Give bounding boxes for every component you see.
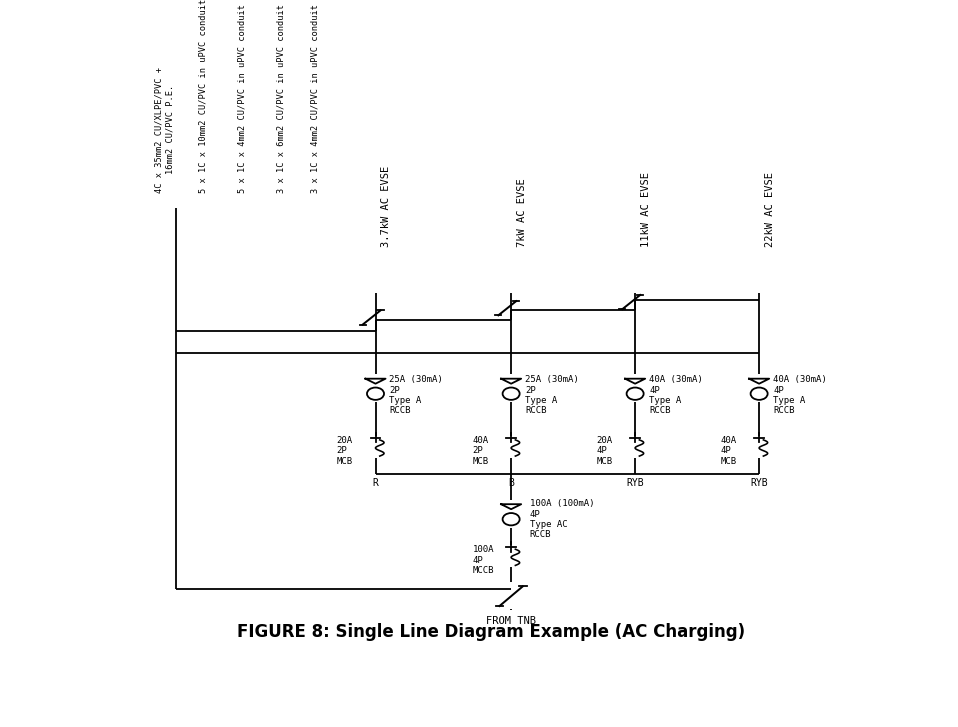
Text: 40A (30mA)
4P
Type A
RCCB: 40A (30mA) 4P Type A RCCB (650, 375, 703, 415)
Text: 5 x 1C x 4mm2 CU/PVC in uPVC conduit: 5 x 1C x 4mm2 CU/PVC in uPVC conduit (238, 4, 247, 193)
Text: R: R (373, 478, 378, 489)
Text: 100A (100mA)
4P
Type AC
RCCB: 100A (100mA) 4P Type AC RCCB (530, 499, 594, 539)
Text: FIGURE 8: Single Line Diagram Example (AC Charging): FIGURE 8: Single Line Diagram Example (A… (237, 623, 745, 641)
Text: 100A
4P
MCCB: 100A 4P MCCB (472, 545, 494, 575)
Text: 20A
2P
MCB: 20A 2P MCB (337, 436, 353, 466)
Text: 7kW AC EVSE: 7kW AC EVSE (516, 178, 527, 246)
Text: 40A
4P
MCB: 40A 4P MCB (720, 436, 737, 466)
Text: 3.7kW AC EVSE: 3.7kW AC EVSE (381, 165, 391, 246)
Text: RYB: RYB (627, 478, 644, 489)
Text: 40A
2P
MCB: 40A 2P MCB (472, 436, 489, 466)
Text: 3 x 1C x 6mm2 CU/PVC in uPVC conduit: 3 x 1C x 6mm2 CU/PVC in uPVC conduit (277, 4, 285, 193)
Text: RYB: RYB (750, 478, 768, 489)
Text: FROM TNB: FROM TNB (486, 616, 536, 626)
Text: 40A (30mA)
4P
Type A
RCCB: 40A (30mA) 4P Type A RCCB (773, 375, 827, 415)
Text: 11kW AC EVSE: 11kW AC EVSE (641, 172, 650, 246)
Text: 5 x 1C x 10mm2 CU/PVC in uPVC conduit: 5 x 1C x 10mm2 CU/PVC in uPVC conduit (199, 0, 208, 193)
Text: 4C x 35mm2 CU/XLPE/PVC +
16mm2 CU/PVC P.E.: 4C x 35mm2 CU/XLPE/PVC + 16mm2 CU/PVC P.… (155, 67, 174, 193)
Text: 25A (30mA)
2P
Type A
RCCB: 25A (30mA) 2P Type A RCCB (525, 375, 579, 415)
Text: 25A (30mA)
2P
Type A
RCCB: 25A (30mA) 2P Type A RCCB (390, 375, 444, 415)
Text: 3 x 1C x 4mm2 CU/PVC in uPVC conduit: 3 x 1C x 4mm2 CU/PVC in uPVC conduit (310, 4, 320, 193)
Text: 22kW AC EVSE: 22kW AC EVSE (764, 172, 775, 246)
Text: B: B (508, 478, 514, 489)
Text: 20A
4P
MCB: 20A 4P MCB (597, 436, 612, 466)
